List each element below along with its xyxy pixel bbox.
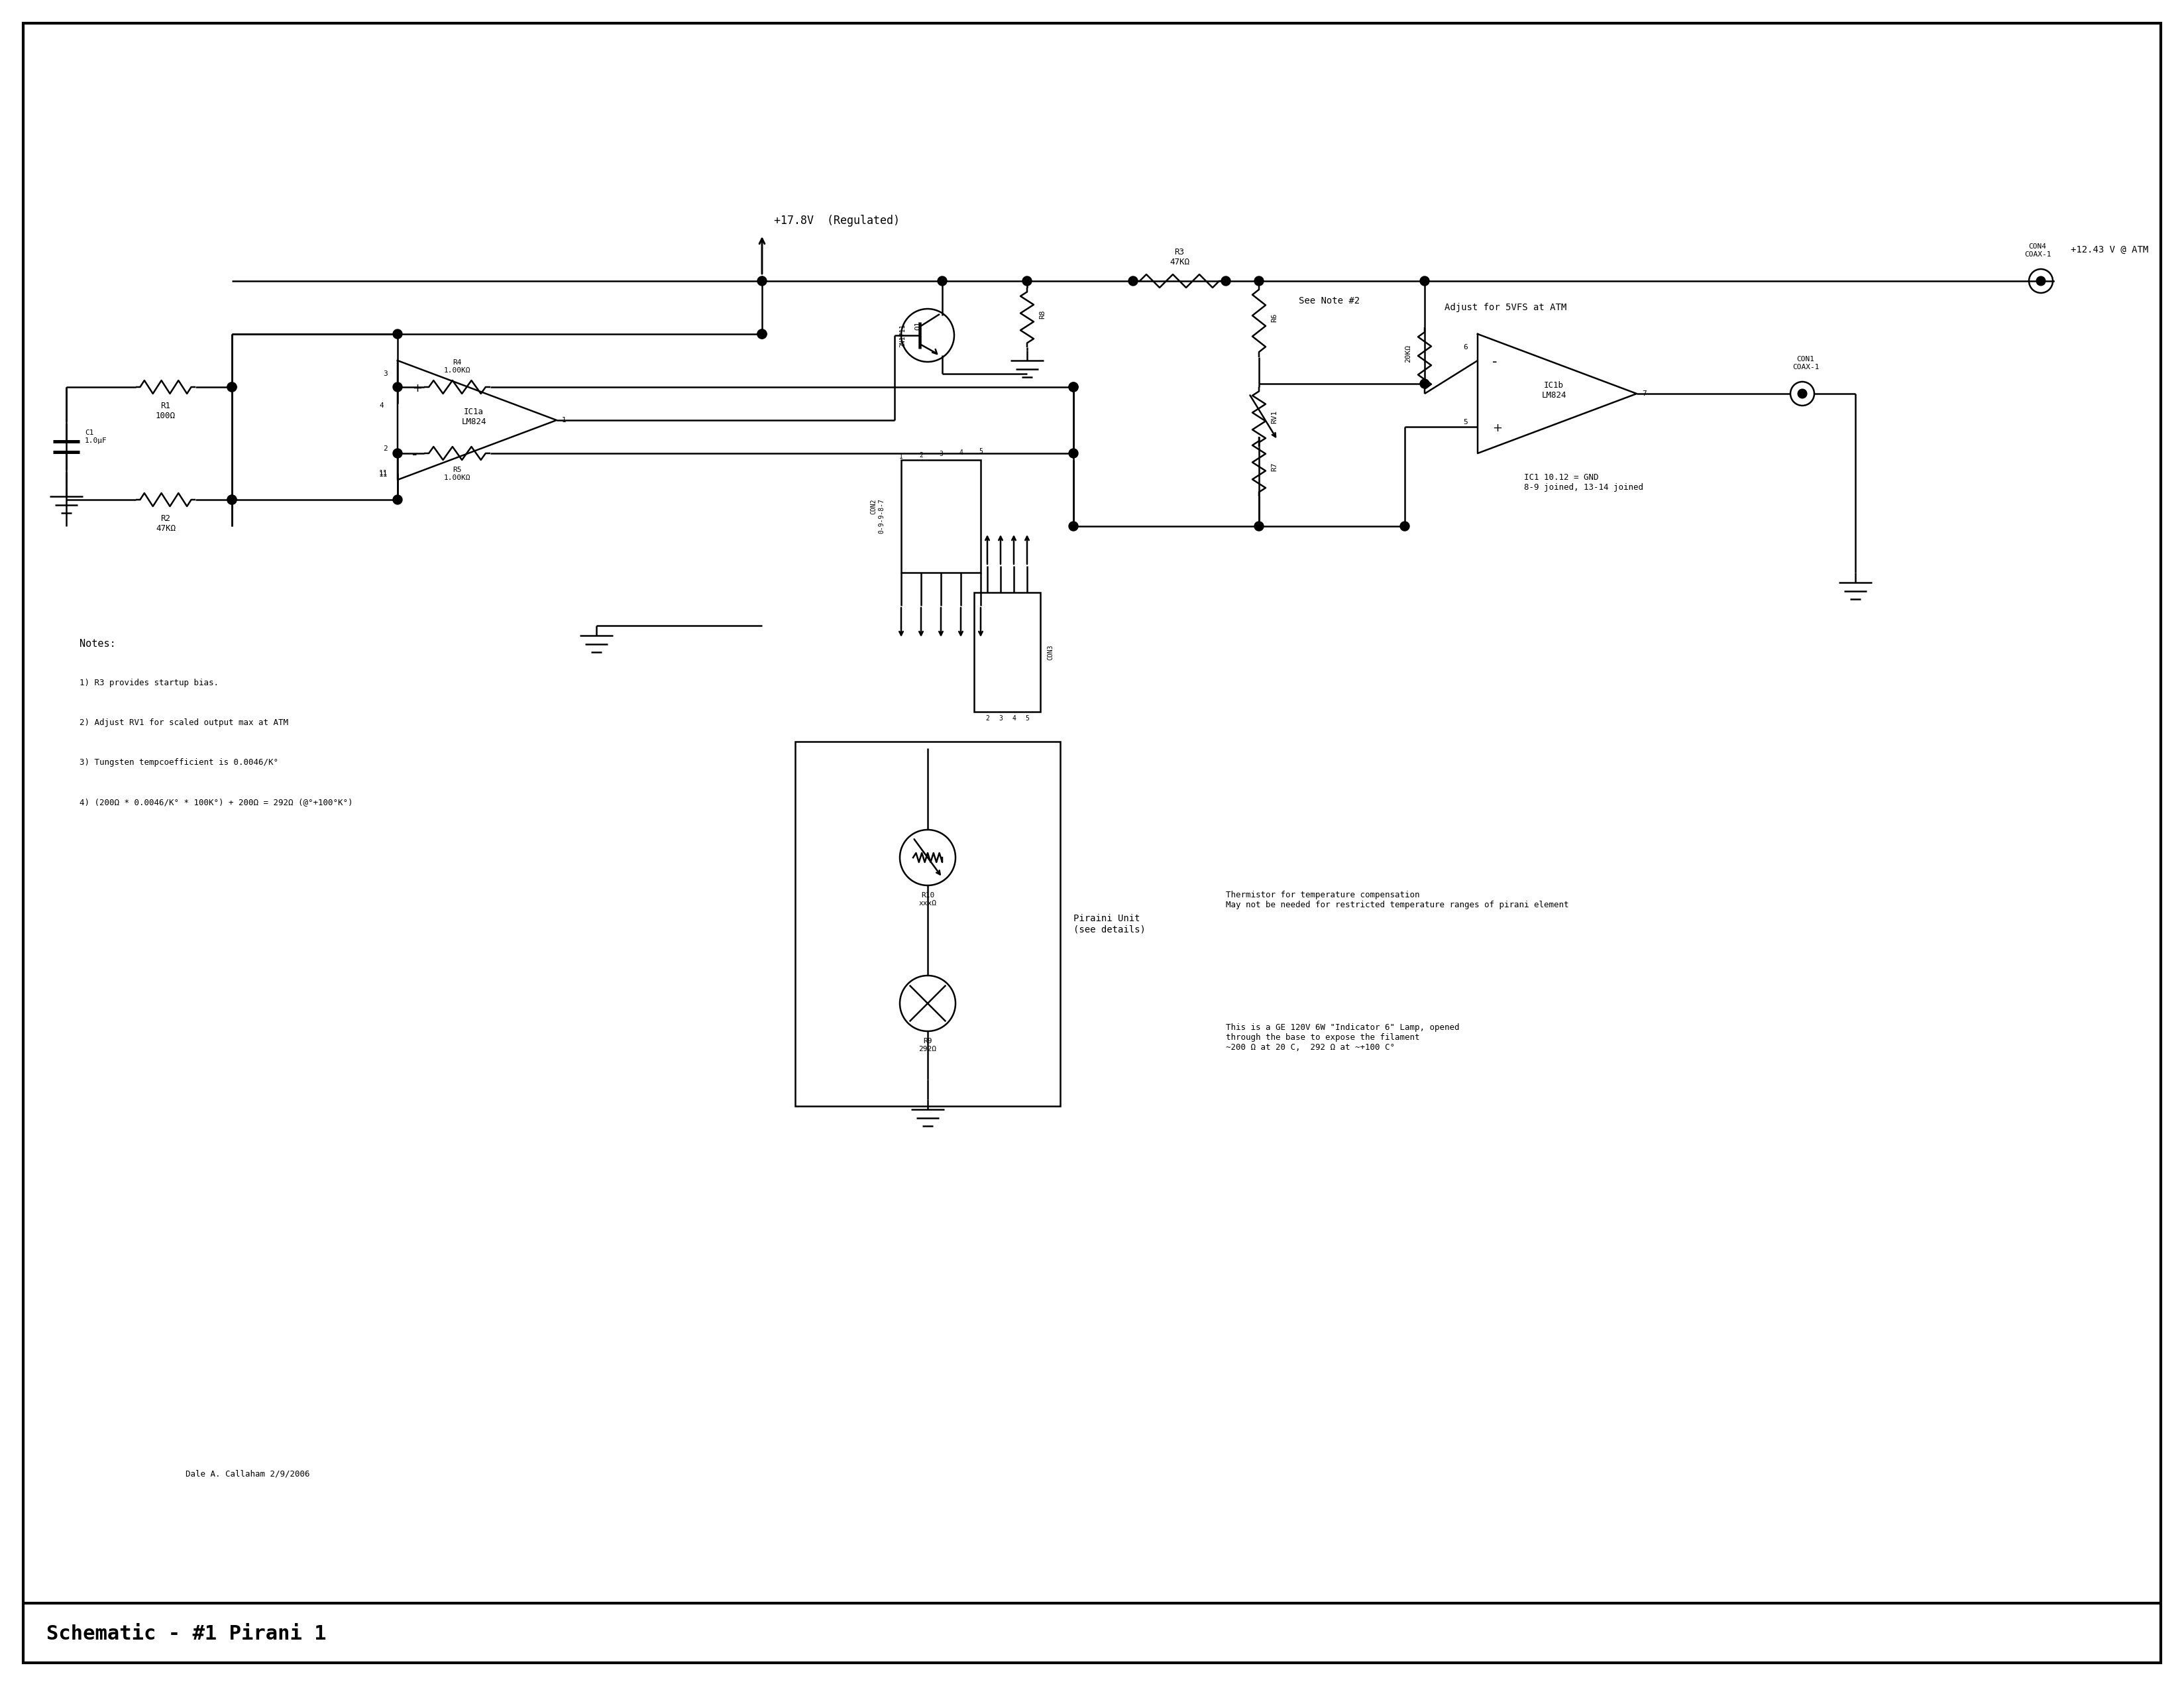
Text: 3: 3 <box>939 450 943 457</box>
Circle shape <box>1221 277 1230 285</box>
Text: 11: 11 <box>380 470 389 477</box>
Text: R3
47KΩ: R3 47KΩ <box>1168 248 1190 266</box>
Text: R5
1.00KΩ: R5 1.00KΩ <box>443 467 470 481</box>
Text: Q1: Q1 <box>915 320 922 330</box>
Text: -: - <box>1492 356 1498 369</box>
Text: R1
100Ω: R1 100Ω <box>155 401 175 420</box>
Text: 4) (200Ω * 0.0046/K° * 100K°) + 200Ω = 292Ω (@°+100°K°): 4) (200Ω * 0.0046/K° * 100K°) + 200Ω = 2… <box>79 797 354 806</box>
Text: +: + <box>1492 422 1503 433</box>
Text: 2: 2 <box>382 445 387 452</box>
Text: RV1: RV1 <box>1271 410 1278 423</box>
Text: R7: R7 <box>1271 462 1278 470</box>
Text: CON2
0-9-9-8-7: CON2 0-9-9-8-7 <box>869 499 885 534</box>
Text: 3) Tungsten tempcoefficient is 0.0046/K°: 3) Tungsten tempcoefficient is 0.0046/K° <box>79 759 277 767</box>
Circle shape <box>1797 389 1806 398</box>
Circle shape <box>2035 277 2046 285</box>
Bar <box>974 592 1040 711</box>
Text: R8: R8 <box>1040 310 1046 319</box>
Text: R4
1.00KΩ: R4 1.00KΩ <box>443 359 470 374</box>
Circle shape <box>393 496 402 504</box>
Text: IC1a
LM824: IC1a LM824 <box>461 408 487 427</box>
Text: CON1
COAX-1: CON1 COAX-1 <box>1793 356 1819 371</box>
Text: 3: 3 <box>382 371 387 378</box>
Text: CON4
COAX-1: CON4 COAX-1 <box>2025 243 2051 258</box>
Circle shape <box>227 383 236 391</box>
Text: 4: 4 <box>959 450 963 455</box>
Text: 4: 4 <box>380 403 384 410</box>
Circle shape <box>1068 383 1079 391</box>
Text: 4: 4 <box>1011 715 1016 722</box>
Text: 2: 2 <box>919 452 924 459</box>
Circle shape <box>758 329 767 339</box>
Text: 2: 2 <box>985 715 989 722</box>
Text: IC1b
LM824: IC1b LM824 <box>1542 381 1566 400</box>
Text: IC1 10.12 = GND
8-9 joined, 13-14 joined: IC1 10.12 = GND 8-9 joined, 13-14 joined <box>1524 474 1642 492</box>
Circle shape <box>393 329 402 339</box>
Text: Piraini Unit
(see details): Piraini Unit (see details) <box>1075 914 1147 934</box>
Circle shape <box>393 383 402 391</box>
Circle shape <box>1022 277 1031 285</box>
Text: 11: 11 <box>380 470 389 477</box>
Bar <box>902 460 981 573</box>
Text: This is a GE 120V 6W "Indicator 6" Lamp, opened
through the base to expose the f: This is a GE 120V 6W "Indicator 6" Lamp,… <box>1225 1023 1459 1052</box>
Circle shape <box>227 496 236 504</box>
Text: +: + <box>413 383 422 395</box>
Text: +17.8V  (Regulated): +17.8V (Regulated) <box>773 214 900 226</box>
Text: 20KΩ: 20KΩ <box>1404 346 1411 362</box>
Text: 5: 5 <box>978 448 983 455</box>
Circle shape <box>1068 383 1079 391</box>
Text: +12.43 V @ ATM: +12.43 V @ ATM <box>2070 244 2149 255</box>
Circle shape <box>758 329 767 339</box>
Text: 1) R3 provides startup bias.: 1) R3 provides startup bias. <box>79 679 218 688</box>
Text: CON3: CON3 <box>1046 644 1053 659</box>
Circle shape <box>1400 521 1409 531</box>
Circle shape <box>758 277 767 285</box>
Text: Schematic - #1 Pirani 1: Schematic - #1 Pirani 1 <box>46 1625 325 1644</box>
Circle shape <box>1254 277 1265 285</box>
Circle shape <box>1254 521 1265 531</box>
Circle shape <box>937 277 948 285</box>
Circle shape <box>1420 277 1428 285</box>
Text: 7: 7 <box>1642 391 1647 396</box>
Text: Thermistor for temperature compensation
May not be needed for restricted tempera: Thermistor for temperature compensation … <box>1225 890 1568 909</box>
Text: 3: 3 <box>998 715 1002 722</box>
Circle shape <box>393 448 402 459</box>
Circle shape <box>227 496 236 504</box>
Text: Dale A. Callaham 2/9/2006: Dale A. Callaham 2/9/2006 <box>186 1470 310 1479</box>
Text: R2
47KΩ: R2 47KΩ <box>155 514 175 533</box>
Circle shape <box>1129 277 1138 285</box>
Circle shape <box>1420 379 1428 388</box>
Text: 6: 6 <box>1463 344 1468 351</box>
Text: R10
xxxΩ: R10 xxxΩ <box>919 892 937 907</box>
Circle shape <box>227 383 236 391</box>
Text: Adjust for 5VFS at ATM: Adjust for 5VFS at ATM <box>1444 303 1566 312</box>
Text: 5: 5 <box>1463 418 1468 425</box>
Text: 2N1711: 2N1711 <box>900 324 906 347</box>
Circle shape <box>1068 521 1079 531</box>
Text: 1: 1 <box>561 416 566 423</box>
Text: See Note #2: See Note #2 <box>1299 297 1361 305</box>
Text: 2) Adjust RV1 for scaled output max at ATM: 2) Adjust RV1 for scaled output max at A… <box>79 718 288 727</box>
Text: -: - <box>413 448 417 462</box>
Text: Notes:: Notes: <box>79 639 116 649</box>
Text: R6: R6 <box>1271 314 1278 322</box>
Text: 1: 1 <box>900 454 904 460</box>
Circle shape <box>1068 448 1079 459</box>
Text: R9
292Ω: R9 292Ω <box>919 1039 937 1052</box>
Text: 5: 5 <box>1024 715 1029 722</box>
Text: C1
1.0µF: C1 1.0µF <box>85 430 107 443</box>
Bar <box>795 742 1059 1106</box>
